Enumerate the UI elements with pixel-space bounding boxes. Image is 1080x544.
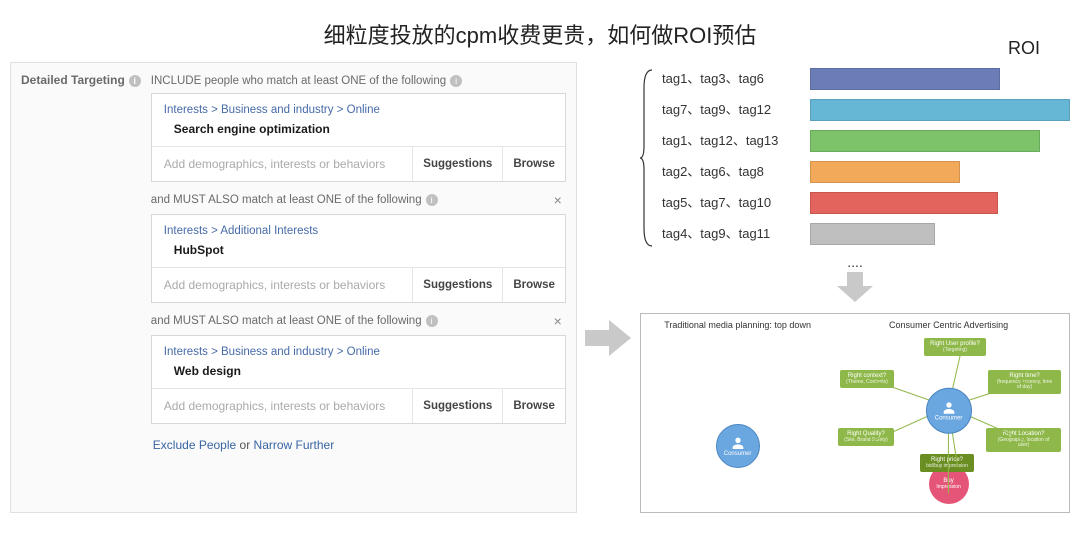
info-icon: i — [450, 75, 462, 87]
tag-row: tag4、tag9、tag11 — [662, 223, 802, 244]
roi-bar — [810, 99, 1070, 121]
roi-bar — [810, 130, 1040, 152]
criteria-term: Web design — [164, 364, 553, 378]
and-heading-1: and MUST ALSO match at least ONE of the … — [151, 192, 566, 208]
tag-row: tag7、tag9、tag12 — [662, 99, 802, 120]
person-icon — [730, 435, 746, 451]
criteria-box-1: Interests > Business and industry > Onli… — [151, 93, 566, 182]
flow-arrow — [585, 62, 632, 513]
consumer-hub: Consumer — [926, 388, 972, 434]
page-title: 细粒度投放的cpm收费更贵，如何做ROI预估 — [0, 0, 1080, 50]
bottom-diagram: Traditional media planning: top down Bud… — [640, 313, 1070, 513]
traditional-funnel: Traditional media planning: top down Bud… — [649, 320, 826, 506]
tag-row: tag1、tag3、tag6 — [662, 68, 802, 89]
breadcrumb: Interests > Business and industry > Onli… — [164, 346, 553, 358]
info-icon: i — [426, 315, 438, 327]
funnel-segment: Impression — [713, 400, 763, 420]
browse-button[interactable]: Browse — [502, 147, 565, 181]
funnel-segment: Channel — [690, 356, 786, 376]
down-arrow-icon — [640, 272, 1070, 307]
funnel: BudgetChannelPlacementImpression — [649, 334, 826, 420]
add-criteria-input[interactable]: Add demographics, interests or behaviors — [152, 268, 413, 302]
info-icon: i — [129, 75, 141, 87]
ellipsis: .... — [640, 254, 1070, 270]
funnel-segment: Budget — [678, 334, 798, 354]
criteria-box-3: Interests > Business and industry > Onli… — [151, 335, 566, 424]
and-heading-2: and MUST ALSO match at least ONE of the … — [151, 313, 566, 329]
roi-bar — [810, 161, 960, 183]
targeting-body: INCLUDE people who match at least ONE of… — [151, 71, 566, 454]
targeting-panel: Detailed Targetingi INCLUDE people who m… — [10, 62, 577, 513]
roi-bar — [810, 68, 1000, 90]
detailed-targeting-label: Detailed Targetingi — [21, 71, 141, 87]
tag-labels: tag1、tag3、tag6 tag7、tag9、tag12 tag1、tag12、… — [662, 62, 802, 248]
close-icon[interactable]: × — [550, 192, 566, 208]
add-criteria-input[interactable]: Add demographics, interests or behaviors — [152, 147, 413, 181]
person-icon — [941, 400, 957, 416]
add-criteria-input[interactable]: Add demographics, interests or behaviors — [152, 389, 413, 423]
roi-bar — [810, 192, 998, 214]
suggestions-button[interactable]: Suggestions — [412, 147, 502, 181]
roi-title: ROI — [1008, 38, 1040, 59]
tag-row: tag5、tag7、tag10 — [662, 192, 802, 213]
breadcrumb: Interests > Additional Interests — [164, 225, 553, 237]
criteria-term: HubSpot — [164, 243, 553, 257]
funnel-segment: Placement — [702, 378, 774, 398]
narrow-link[interactable]: Narrow Further — [254, 438, 335, 452]
consumer-centric: Consumer Centric Advertising Consumer Bu… — [836, 320, 1061, 506]
roi-bar — [810, 223, 935, 245]
info-icon: i — [426, 194, 438, 206]
suggestions-button[interactable]: Suggestions — [412, 268, 502, 302]
browse-button[interactable]: Browse — [502, 389, 565, 423]
criteria-box-2: Interests > Additional Interests HubSpot… — [151, 214, 566, 303]
include-heading: INCLUDE people who match at least ONE of… — [151, 75, 566, 87]
close-icon[interactable]: × — [550, 313, 566, 329]
roi-chart: tag1、tag3、tag6 tag7、tag9、tag12 tag1、tag12、… — [640, 62, 1070, 248]
tag-row: tag2、tag6、tag8 — [662, 161, 802, 182]
main-layout: Detailed Targetingi INCLUDE people who m… — [0, 50, 1080, 513]
suggestions-button[interactable]: Suggestions — [412, 389, 502, 423]
exclude-link[interactable]: Exclude People — [153, 438, 236, 452]
brace-icon — [640, 68, 654, 248]
consumer-circle: Consumer — [716, 424, 760, 468]
diagram-left-title: Traditional media planning: top down — [664, 320, 811, 330]
roi-bars — [810, 62, 1070, 248]
bottom-links: Exclude People or Narrow Further — [151, 434, 566, 454]
criteria-term: Search engine optimization — [164, 122, 553, 136]
arrow-right-icon — [585, 320, 631, 356]
browse-button[interactable]: Browse — [502, 268, 565, 302]
right-panel: ROI tag1、tag3、tag6tag7、tag9、tag12tag1、ta… — [640, 62, 1070, 513]
breadcrumb: Interests > Business and industry > Onli… — [164, 104, 553, 116]
tag-row: tag1、tag12、tag13 — [662, 130, 802, 151]
